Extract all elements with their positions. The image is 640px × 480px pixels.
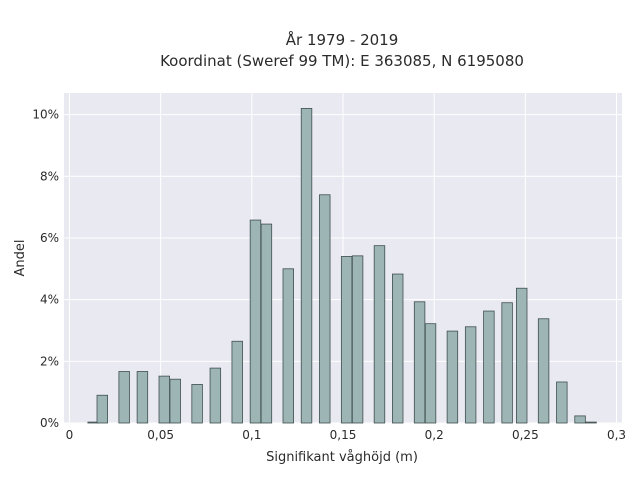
bar (516, 287, 528, 424)
bar (373, 245, 386, 424)
x-tick-label: 0,2 (425, 428, 444, 442)
y-tick-label: 0% (40, 416, 59, 430)
x-tick-label: 0,1 (242, 428, 261, 442)
y-tick-label: 4% (40, 293, 59, 307)
y-axis-label: Andel (13, 240, 28, 277)
chart-subtitle: Koordinat (Sweref 99 TM): E 363085, N 61… (160, 52, 524, 70)
x-tick-label: 0,3 (607, 428, 626, 442)
bar (501, 302, 513, 424)
bar (300, 108, 313, 424)
x-axis-ticks: 0 0,05 0,1 0,15 0,2 0,25 0,3 (66, 428, 626, 442)
bar (574, 415, 586, 424)
bar (231, 340, 243, 424)
x-tick-label: 0,05 (147, 428, 174, 442)
bar (351, 255, 364, 424)
bar (424, 323, 437, 424)
bar (446, 330, 459, 424)
bar (340, 256, 353, 424)
bar (585, 421, 597, 424)
bar (209, 367, 222, 424)
y-tick-label: 8% (40, 169, 59, 183)
bar (319, 194, 331, 424)
y-tick-label: 10% (32, 108, 59, 122)
y-axis-ticks: 0% 2% 4% 6% 8% 10% (32, 108, 59, 430)
y-tick-label: 6% (40, 231, 59, 245)
bar (556, 381, 568, 424)
bar (537, 318, 550, 424)
bar (282, 268, 294, 424)
x-tick-label: 0,25 (512, 428, 539, 442)
bar (260, 223, 273, 424)
bar (464, 326, 477, 424)
x-axis-label: Signifikant våghöjd (m) (266, 450, 418, 465)
bar (413, 301, 426, 424)
bar (392, 273, 404, 424)
x-tick-label: 0,15 (330, 428, 357, 442)
bar (169, 378, 181, 424)
bar (158, 375, 170, 424)
x-tick-label: 0 (66, 428, 74, 442)
bars (87, 108, 597, 424)
bar (118, 371, 130, 424)
bar (249, 219, 262, 424)
bar (96, 394, 108, 424)
chart-title: År 1979 - 2019 (286, 30, 399, 49)
bar (136, 371, 149, 424)
y-tick-label: 2% (40, 354, 59, 368)
bar (191, 384, 203, 424)
bar (483, 310, 495, 424)
